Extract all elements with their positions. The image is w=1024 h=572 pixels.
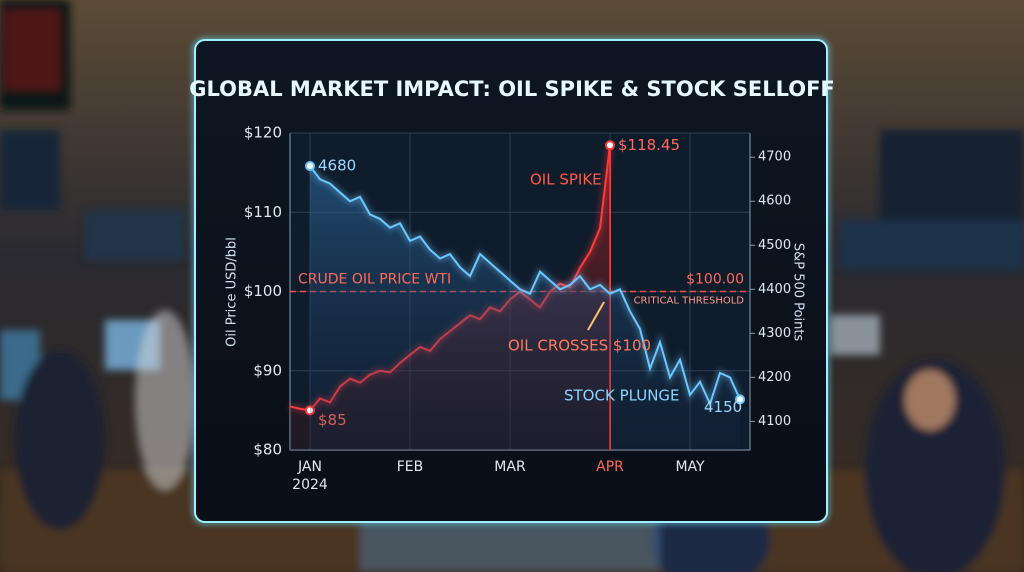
x-year-label: 2024	[292, 477, 328, 493]
point	[605, 140, 615, 151]
y2-tick-label: 4500	[758, 238, 791, 253]
annotation: OIL SPIKE	[530, 171, 602, 189]
y-tick-label: $90	[253, 361, 282, 379]
y2-tick-label: 4700	[758, 150, 791, 165]
x-tick-label: MAY	[675, 459, 705, 475]
x-tick-label: APR	[596, 459, 624, 475]
point-label: 4680	[318, 157, 356, 175]
y2-tick-label: 4100	[758, 414, 791, 429]
y2-tick-label: 4400	[758, 282, 791, 297]
y-tick-label: $110	[244, 203, 282, 221]
y-axis-label: Oil Price USD/bbl	[225, 237, 240, 347]
annotation: STOCK PLUNGE	[564, 387, 680, 405]
line	[309, 165, 741, 407]
legend-label: CRUDE OIL PRICE WTI	[298, 272, 451, 288]
y2-tick-label: 4200	[758, 370, 791, 385]
chart-title: GLOBAL MARKET IMPACT: OIL SPIKE & STOCK …	[189, 77, 835, 101]
threshold-label: $100.00	[686, 272, 744, 288]
area	[310, 166, 740, 451]
x-tick-label: FEB	[397, 459, 424, 475]
y-tick-label: $80	[253, 441, 282, 459]
y2-tick-label: 4300	[758, 326, 791, 341]
y-tick-label: $120	[244, 124, 282, 142]
point-label: $118.45	[618, 136, 680, 154]
x-tick-label: MAR	[494, 459, 526, 475]
annotation: OIL CROSSES $100	[508, 337, 651, 355]
x-tick-label: JAN	[297, 459, 322, 475]
y2-tick-label: 4600	[758, 194, 791, 209]
point-label: 4150	[704, 398, 742, 416]
y-tick-label: $100	[244, 282, 282, 300]
y2-axis-label: S&P 500 Points	[791, 243, 806, 342]
point	[735, 394, 745, 405]
plot: $80 $90 $100 $110 $120 4100 4200 4300 4400 4500 46…	[244, 124, 791, 494]
threshold-name: CRITICAL THRESHOLD	[634, 296, 745, 307]
point	[305, 161, 315, 172]
annotation-arrow	[587, 301, 605, 331]
